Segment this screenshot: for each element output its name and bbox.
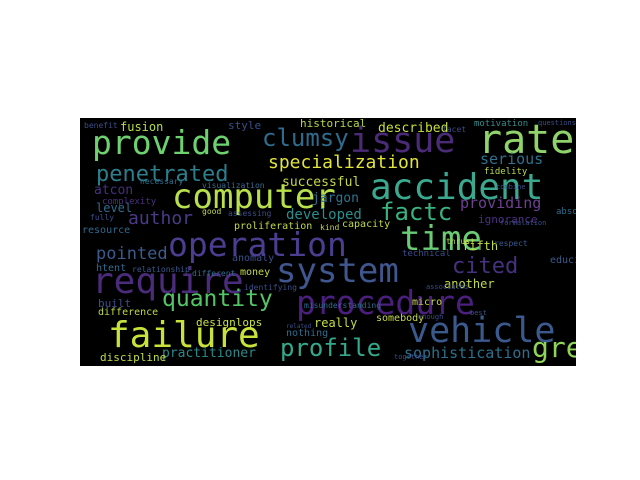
word-anomaly: anomaly [232,253,275,264]
word-associated: associated [426,283,469,291]
word-successful: successful [282,175,361,190]
word-factc: factc [380,198,453,226]
word-benefit: benefit [84,121,118,130]
word-penetrated: penetrated [96,162,229,187]
word-operation: operation [168,225,347,264]
word-different: different [192,269,236,278]
word-misunderstanding: misunderstanding [304,301,382,310]
word-formulation: formulation [500,219,547,227]
word-cloud: issue rate provide computer accident ope… [80,118,576,366]
word-necessary: necessary [140,177,184,186]
word-serious: serious [480,150,544,168]
word-practitioner: practitioner [162,346,256,361]
word-built: built [98,297,132,310]
word-respect: respect [494,239,528,248]
word-kind: kind [320,223,340,232]
word-jargon: jargon [312,191,359,206]
word-provide: provide [92,123,232,162]
word-developed: developed [286,207,362,223]
word-discipline: discipline [100,351,167,364]
word-proliferation: proliferation [234,221,313,232]
word-absorptive: absorptive [556,207,576,217]
word-clumsy: clumsy [262,124,349,152]
word-fully: fully [90,213,115,222]
word-htent: htent [96,263,127,274]
word-vehicle: vehicle [408,311,556,351]
word-issue: issue [350,121,456,161]
word-thrust: thrust [446,237,475,246]
word-educing: educing [550,255,576,266]
word-another: another [444,277,495,291]
word-historical: historical [300,118,367,130]
word-level: level [96,201,133,215]
word-atcon: atcon [94,183,134,198]
word-time: time [400,219,482,259]
word-providing: providing [460,194,542,212]
word-resource: resource [82,225,131,236]
word-quantity: quantity [162,286,273,312]
word-together: together [394,353,428,361]
word-described: described [378,121,449,136]
word-computer: computer [172,177,336,217]
word-money: money [240,267,271,278]
word-system: system [276,251,399,291]
word-fusion: fusion [120,120,164,134]
word-nothing: nothing [286,328,329,339]
word-specialization: specialization [268,152,420,173]
word-require: require [92,261,244,302]
word-cited: cited [452,254,519,279]
word-facet: facet [442,125,467,134]
word-motivation: motivation [474,119,529,129]
word-enough: enough [418,313,444,321]
word-technical: technical [402,249,451,259]
word-accident: accident [370,167,544,208]
word-identifying: identifying [244,283,297,292]
word-complexity: complexity [102,197,157,207]
word-questions: questions [538,119,576,127]
word-sophistication: sophistication [404,344,531,362]
word-failure: failure [108,315,260,356]
word-style: style [228,119,262,132]
word-pointed: pointed [96,244,168,264]
word-combine: combine [496,183,526,191]
word-related: related [286,323,312,330]
word-micro: micro [412,297,443,308]
word-assessing: assessing [228,209,272,218]
word-really: really [314,316,358,330]
word-ignorance: ignorance [478,213,538,226]
word-relationship: relationship [132,265,190,274]
word-greater: greater [532,331,576,364]
word-best: best [470,309,487,317]
word-profile: profile [280,334,382,362]
word-capacity: capacity [342,219,391,230]
word-procedure: procedure [296,283,475,322]
word-good: good [202,207,222,216]
word-fifth: fifth [462,239,499,253]
word-author: author [128,208,194,229]
word-fidelity: fidelity [484,167,528,177]
word-somebody: somebody [376,313,425,324]
word-designlops: designlops [196,316,263,329]
word-difference: difference [98,307,159,318]
word-visualization: visualization [202,181,265,190]
word-rate: rate [478,118,575,163]
